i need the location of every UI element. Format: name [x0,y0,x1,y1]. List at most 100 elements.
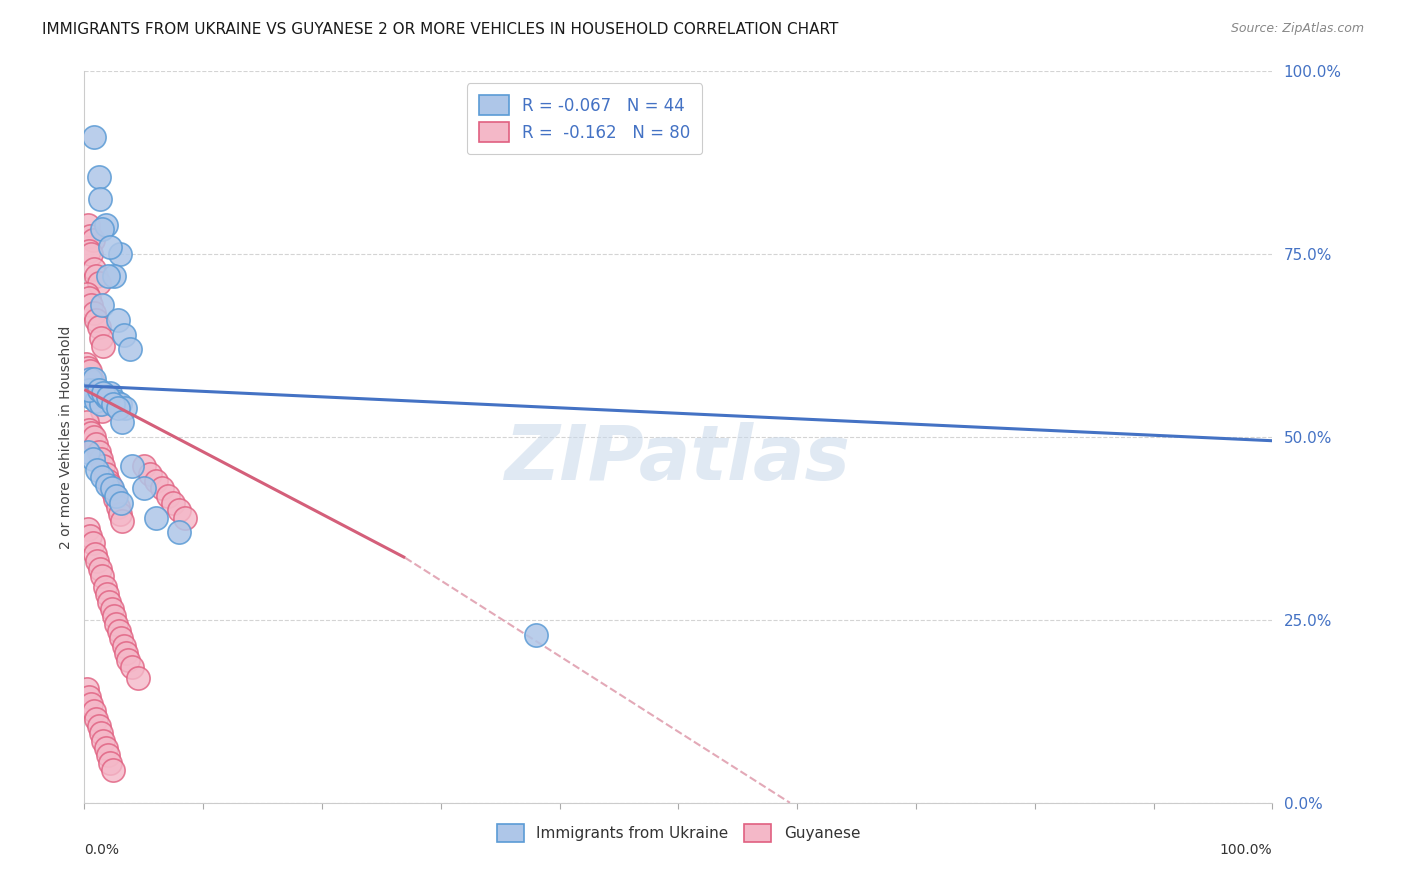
Point [87,383,110,397]
Point [107,313,129,327]
Point [77,521,100,535]
Text: 100.0%: 100.0% [1220,843,1272,857]
Point [150,481,173,495]
Point [98,594,121,608]
Point [100,386,122,401]
Point [84,383,107,397]
Point [101,763,124,777]
Point [87,444,110,458]
Point [94,390,117,404]
Point [107,500,129,514]
Point [108,507,131,521]
Point [76,287,98,301]
Point [145,510,167,524]
Point [94,218,117,232]
Point [107,401,129,415]
Point [103,269,125,284]
Point [169,525,191,540]
Point [132,459,155,474]
Point [145,474,167,488]
Point [108,397,131,411]
Point [100,481,122,495]
Point [77,291,100,305]
Text: 0.0%: 0.0% [84,843,120,857]
Point [90,726,112,740]
Point [96,587,118,601]
Point [97,390,120,404]
Text: Source: ZipAtlas.com: Source: ZipAtlas.com [1230,22,1364,36]
Point [90,452,112,467]
Point [86,554,108,568]
Point [111,416,134,430]
Point [75,357,97,371]
Point [77,690,100,704]
Point [87,277,110,291]
Point [96,477,118,491]
Point [80,390,103,404]
Point [138,467,160,481]
Point [156,489,179,503]
Point [112,327,135,342]
Point [112,639,135,653]
Point [77,360,100,375]
Point [84,547,107,561]
Point [93,338,115,352]
Point [80,298,103,312]
Point [103,609,125,624]
Point [104,492,127,507]
Point [82,233,104,247]
Point [101,485,124,500]
Point [82,376,104,390]
Point [77,218,100,232]
Point [87,170,110,185]
Point [97,269,120,284]
Point [77,444,100,458]
Point [87,320,110,334]
Point [83,705,105,719]
Point [97,474,120,488]
Point [76,416,98,430]
Point [97,748,120,763]
Point [91,298,114,312]
Point [93,459,115,474]
Point [84,437,107,451]
Point [91,404,114,418]
Point [82,536,104,550]
Point [100,756,122,770]
Point [100,477,122,491]
Point [84,269,107,284]
Point [93,386,115,401]
Point [100,602,122,616]
Point [83,371,105,385]
Point [83,306,105,320]
Point [104,393,127,408]
Y-axis label: 2 or more Vehicles in Household: 2 or more Vehicles in Household [59,326,73,549]
Point [80,697,103,711]
Point [132,481,155,495]
Point [174,510,197,524]
Point [84,383,107,397]
Point [93,733,115,747]
Point [94,467,117,481]
Point [110,496,132,510]
Point [86,390,108,404]
Point [105,616,128,631]
Point [90,331,112,345]
Point [110,632,132,646]
Point [114,401,136,415]
Point [101,397,124,411]
Point [91,569,114,583]
Point [121,660,143,674]
Point [90,397,112,411]
Point [111,514,134,528]
Point [118,343,141,357]
Point [83,261,105,276]
Point [80,247,103,261]
Point [77,423,100,437]
Point [89,397,111,411]
Point [127,672,149,686]
Point [79,371,101,385]
Point [162,496,184,510]
Legend: Immigrants from Ukraine, Guyanese: Immigrants from Ukraine, Guyanese [489,816,868,850]
Point [79,529,101,543]
